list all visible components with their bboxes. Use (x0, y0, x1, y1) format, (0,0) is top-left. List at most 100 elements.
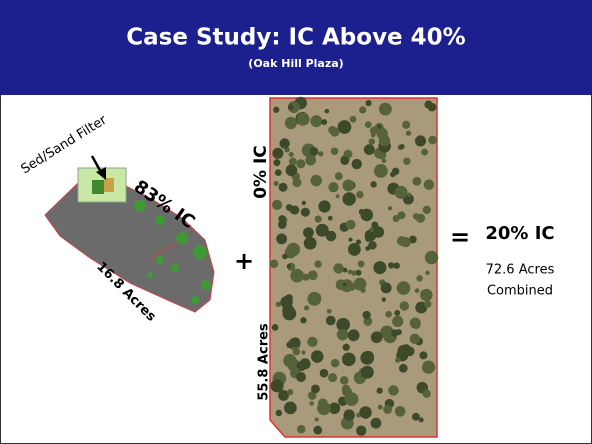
tree-canopy (392, 316, 403, 327)
tree-canopy (359, 406, 372, 419)
tree-canopy (399, 144, 404, 149)
page: Case Study: IC Above 40% (Oak Hill Plaza… (0, 0, 592, 444)
tree-canopy (412, 413, 420, 421)
tree-canopy (331, 148, 339, 156)
tree-canopy (401, 237, 411, 247)
plus-sign: + (234, 247, 254, 275)
tree-canopy (406, 131, 411, 136)
result-ic: 20% IC (485, 223, 554, 244)
tree-canopy (370, 181, 376, 187)
tree-canopy (345, 392, 359, 406)
result-note: Combined (487, 284, 553, 299)
tree-canopy (395, 406, 406, 417)
tree-canopy (393, 262, 399, 268)
tree-canopy (373, 261, 386, 274)
tree-canopy (348, 243, 361, 256)
tree-canopy (308, 270, 318, 280)
tree-canopy (282, 305, 294, 317)
tree-canopy (328, 216, 333, 221)
tree-canopy (276, 233, 287, 244)
tree-canopy (325, 109, 330, 114)
tree-canopy (311, 350, 324, 363)
tree-canopy (318, 151, 323, 156)
tree-canopy (342, 385, 350, 393)
tree-canopy (279, 138, 289, 148)
tree-canopy (310, 147, 319, 156)
tree-canopy (388, 385, 399, 396)
tree-canopy (394, 310, 400, 316)
tree-canopy (419, 351, 427, 359)
tree-canopy (428, 103, 437, 112)
tree-canopy (331, 359, 340, 368)
tree-canopy (340, 156, 349, 165)
tree-canopy (290, 269, 304, 283)
tree-canopy (416, 275, 422, 281)
tree-canopy (310, 115, 322, 127)
tree-canopy (358, 261, 365, 268)
tree-canopy (318, 200, 330, 212)
tree-canopy (289, 158, 297, 166)
tree-canopy (328, 182, 338, 192)
tree-canopy (397, 281, 411, 295)
tree-canopy (321, 119, 327, 125)
equals-sign: = (450, 223, 470, 251)
tree-canopy (276, 410, 282, 416)
tree-canopy (395, 186, 408, 199)
tree-canopy (348, 329, 360, 341)
title: Case Study: IC Above 40% (126, 25, 465, 51)
tree-canopy (328, 126, 336, 134)
tree-canopy (301, 208, 310, 217)
tree-canopy (286, 342, 293, 349)
tree-canopy (382, 297, 386, 301)
tree-canopy (340, 279, 353, 292)
tree-canopy (288, 104, 294, 110)
tree-canopy (371, 331, 383, 343)
tree-canopy (402, 121, 410, 129)
tree-canopy (424, 301, 431, 308)
tree-canopy (287, 264, 291, 268)
tree-canopy (271, 379, 284, 392)
tree-canopy (315, 215, 322, 222)
tree-canopy (395, 357, 400, 362)
tree-canopy (326, 316, 336, 326)
tree-canopy (336, 194, 340, 198)
tree-canopy (303, 227, 314, 238)
tree-canopy (344, 409, 355, 420)
tree-canopy (391, 329, 399, 337)
tree-canopy (337, 329, 349, 341)
tree-canopy (423, 206, 431, 214)
tree-canopy (320, 369, 329, 378)
filter-cell (104, 178, 114, 192)
tree-canopy (304, 237, 317, 250)
tree-canopy (307, 337, 317, 347)
tree-canopy (283, 354, 296, 367)
tree-canopy (299, 358, 310, 369)
right-ic: 0% IC (251, 145, 271, 199)
tree-canopy (340, 376, 349, 385)
tree-canopy (343, 282, 347, 286)
tree-canopy (307, 292, 321, 306)
tree-canopy (422, 390, 430, 398)
tree-canopy (342, 352, 356, 366)
tree-canopy (368, 138, 375, 145)
tree-canopy (421, 149, 428, 156)
tree-canopy (278, 215, 285, 222)
tree-canopy (297, 425, 305, 433)
tree-canopy (393, 215, 400, 222)
tree-canopy (351, 270, 356, 275)
tree-canopy (377, 125, 381, 129)
tree-canopy (272, 324, 279, 331)
tree-canopy (379, 103, 392, 116)
tree-canopy (286, 204, 293, 211)
tree-canopy (348, 238, 352, 242)
tree-canopy (374, 164, 388, 178)
tree-canopy (428, 136, 437, 145)
tree-canopy (350, 116, 357, 123)
tree-canopy (365, 100, 371, 106)
result-area: 72.6 Acres (486, 263, 555, 278)
tree-canopy (272, 200, 282, 210)
tree-canopy (328, 373, 337, 382)
tree-canopy (410, 318, 421, 329)
tree-canopy (309, 401, 314, 406)
tree-canopy (314, 260, 321, 267)
